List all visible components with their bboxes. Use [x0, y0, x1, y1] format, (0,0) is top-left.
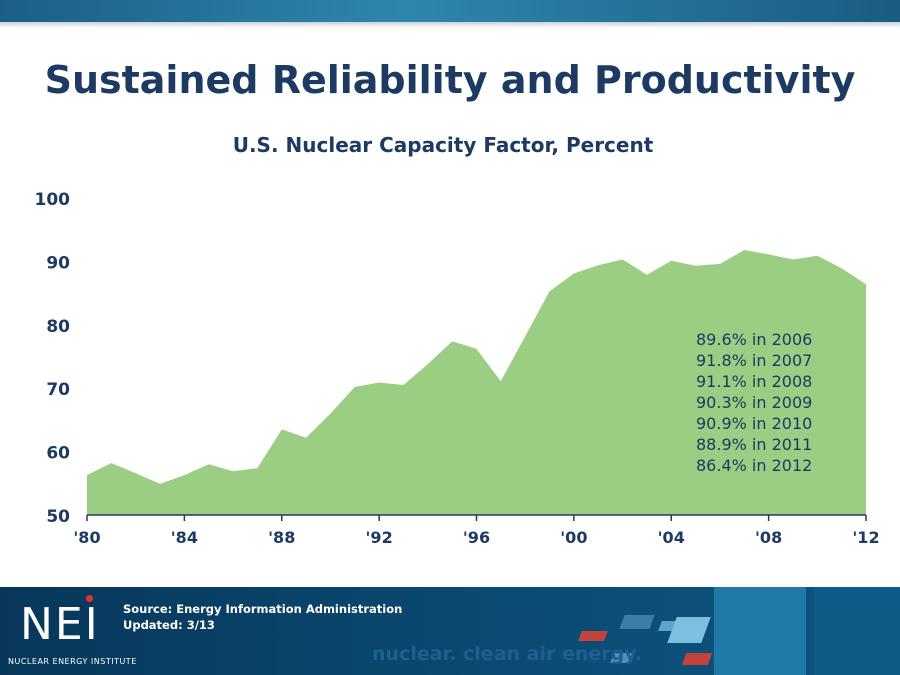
x-tick-label: '12	[852, 528, 879, 547]
nei-logo-subtext: NUCLEAR ENERGY INSTITUTE	[8, 657, 137, 666]
footer-bar: NEI NUCLEAR ENERGY INSTITUTE Source: Ene…	[0, 587, 900, 675]
annotation-line: 86.4% in 2012	[696, 456, 812, 475]
x-tick-label: '92	[366, 528, 393, 547]
x-tick-label: '96	[463, 528, 490, 547]
y-tick-label: 70	[46, 380, 70, 400]
updated-line: Updated: 3/13	[123, 618, 215, 632]
tagline: nuclear. clean air energy.	[372, 643, 643, 665]
y-tick-label: 90	[46, 253, 70, 273]
y-axis-labels: 100 90 80 70 60 50	[35, 190, 71, 527]
capacity-factor-area	[87, 250, 866, 515]
y-tick-label: 60	[46, 444, 70, 464]
annotation-line: 88.9% in 2011	[696, 435, 812, 454]
slide-title: Sustained Reliability and Productivity	[44, 58, 856, 102]
x-tick-label: '08	[755, 528, 782, 547]
x-tick-label: '80	[73, 528, 100, 547]
x-axis-ticks: '80 '84 '88 '92 '96 '00 '04 '08 '12	[73, 515, 880, 547]
annotation-line: 90.3% in 2009	[696, 393, 812, 412]
decorative-square	[619, 615, 655, 629]
source-line: Source: Energy Information Administratio…	[123, 602, 403, 616]
y-tick-label: 80	[46, 317, 70, 337]
top-banner-shadow	[0, 22, 900, 28]
x-tick-label: '84	[171, 528, 198, 547]
annotation-line: 91.8% in 2007	[696, 351, 812, 370]
decorative-square	[681, 653, 713, 665]
annotation-line: 90.9% in 2010	[696, 414, 812, 433]
nei-logo-dot	[86, 595, 93, 602]
chart-title: U.S. Nuclear Capacity Factor, Percent	[232, 133, 654, 157]
annotation-line: 91.1% in 2008	[696, 372, 812, 391]
nei-logo: NEI	[20, 599, 100, 650]
top-banner	[0, 0, 900, 22]
footer-panel	[714, 587, 806, 675]
annotation-block: 89.6% in 2006 91.8% in 2007 91.1% in 2008 9…	[696, 330, 812, 475]
annotation-line: 89.6% in 2006	[696, 330, 812, 349]
y-tick-label: 100	[35, 190, 71, 210]
footer-panel	[814, 587, 900, 675]
y-tick-label: 50	[46, 507, 70, 527]
x-tick-label: '88	[268, 528, 295, 547]
x-tick-label: '00	[560, 528, 587, 547]
x-tick-label: '04	[658, 528, 685, 547]
capacity-factor-chart: 100 90 80 70 60 50 '80 '84 '88 '92 '96 '00 '04 '08 '1…	[35, 190, 880, 547]
decorative-square	[578, 631, 608, 641]
source-note: Source: Energy Information Administratio…	[123, 601, 402, 633]
